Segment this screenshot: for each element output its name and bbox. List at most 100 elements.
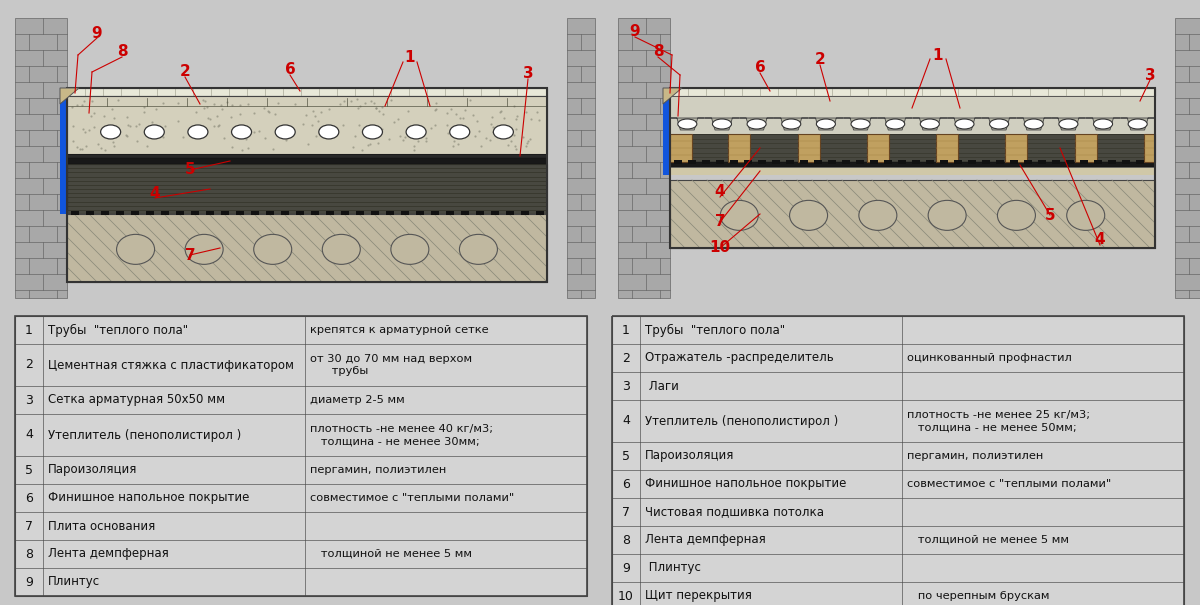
Text: Лента демпферная: Лента демпферная <box>646 534 766 546</box>
Text: Отражатель -распределитель: Отражатель -распределитель <box>646 352 834 364</box>
Bar <box>67 88 547 282</box>
Text: 1: 1 <box>622 324 630 336</box>
Bar <box>236 211 244 215</box>
Bar <box>191 211 199 215</box>
Bar <box>67 154 547 158</box>
Polygon shape <box>947 118 982 130</box>
Bar <box>954 160 962 164</box>
Bar <box>940 160 948 164</box>
Bar <box>670 134 1154 162</box>
Bar <box>386 211 394 215</box>
Bar <box>688 160 696 164</box>
Ellipse shape <box>493 125 514 139</box>
Ellipse shape <box>790 200 828 231</box>
Bar <box>461 211 469 215</box>
Bar <box>60 88 67 214</box>
Polygon shape <box>844 118 878 130</box>
Bar <box>1010 160 1018 164</box>
Bar <box>670 180 1154 248</box>
Text: 3: 3 <box>622 379 630 393</box>
Bar <box>1024 160 1032 164</box>
Text: Плита основания: Плита основания <box>48 520 155 532</box>
Text: 5: 5 <box>622 450 630 462</box>
Polygon shape <box>1086 118 1121 130</box>
Bar <box>670 88 1154 96</box>
Ellipse shape <box>1025 119 1043 129</box>
Bar <box>281 211 289 215</box>
Bar <box>1175 18 1200 298</box>
Ellipse shape <box>1093 119 1112 129</box>
Polygon shape <box>662 88 682 104</box>
Bar <box>618 18 670 298</box>
Polygon shape <box>1051 118 1086 130</box>
Ellipse shape <box>188 125 208 139</box>
Ellipse shape <box>781 119 800 129</box>
Ellipse shape <box>990 119 1009 129</box>
Text: пергамин, полиэтилен: пергамин, полиэтилен <box>907 451 1043 461</box>
Bar <box>670 96 1154 134</box>
Bar <box>1136 160 1144 164</box>
Text: 7: 7 <box>25 520 34 532</box>
Polygon shape <box>60 88 79 104</box>
Bar <box>146 211 154 215</box>
Bar <box>446 211 454 215</box>
Bar <box>536 211 544 215</box>
Bar <box>491 211 499 215</box>
Bar <box>116 211 124 215</box>
Bar <box>568 18 595 298</box>
Text: 3: 3 <box>523 67 533 82</box>
Bar <box>670 162 1154 167</box>
Bar <box>1094 160 1102 164</box>
Bar <box>251 211 259 215</box>
Ellipse shape <box>713 119 732 129</box>
Polygon shape <box>809 118 844 130</box>
Bar <box>1108 160 1116 164</box>
Text: толщиной не менее 5 мм: толщиной не менее 5 мм <box>907 535 1069 545</box>
Polygon shape <box>670 118 704 130</box>
Text: 10: 10 <box>618 589 634 603</box>
Text: Финишное напольное покрытие: Финишное напольное покрытие <box>646 477 846 491</box>
Bar <box>431 211 439 215</box>
Bar <box>716 160 724 164</box>
Bar <box>206 211 214 215</box>
Ellipse shape <box>851 119 870 129</box>
Ellipse shape <box>232 125 252 139</box>
Ellipse shape <box>406 125 426 139</box>
Bar <box>131 211 139 215</box>
Ellipse shape <box>928 200 966 231</box>
Text: Плинтус: Плинтус <box>48 575 100 589</box>
Bar <box>14 316 587 596</box>
Bar <box>476 211 484 215</box>
Polygon shape <box>704 118 739 130</box>
Bar <box>926 160 934 164</box>
Text: крепятся к арматурной сетке: крепятся к арматурной сетке <box>310 325 488 335</box>
Text: 6: 6 <box>25 491 32 505</box>
Polygon shape <box>739 118 774 130</box>
Text: 2: 2 <box>180 65 191 79</box>
Text: 1: 1 <box>25 324 32 336</box>
Bar <box>866 134 889 162</box>
Text: Сетка арматурная 50х50 мм: Сетка арматурная 50х50 мм <box>48 393 226 407</box>
Bar <box>356 211 364 215</box>
Bar <box>506 211 514 215</box>
Bar <box>67 164 547 214</box>
Text: по черепным брускам: по черепным брускам <box>907 591 1050 601</box>
Bar <box>842 160 850 164</box>
Ellipse shape <box>816 119 835 129</box>
Text: диаметр 2-5 мм: диаметр 2-5 мм <box>310 395 404 405</box>
Ellipse shape <box>859 200 896 231</box>
Bar <box>856 160 864 164</box>
Text: Лаги: Лаги <box>646 379 679 393</box>
Text: 8: 8 <box>25 548 34 560</box>
Bar <box>786 160 794 164</box>
Text: 5: 5 <box>25 463 34 477</box>
Ellipse shape <box>362 125 383 139</box>
Bar <box>730 160 738 164</box>
Polygon shape <box>982 118 1016 130</box>
Text: 6: 6 <box>755 60 766 76</box>
Bar <box>401 211 409 215</box>
Bar <box>176 211 184 215</box>
Ellipse shape <box>997 200 1036 231</box>
Bar <box>828 160 836 164</box>
Text: Пароизоляция: Пароизоляция <box>48 463 137 477</box>
